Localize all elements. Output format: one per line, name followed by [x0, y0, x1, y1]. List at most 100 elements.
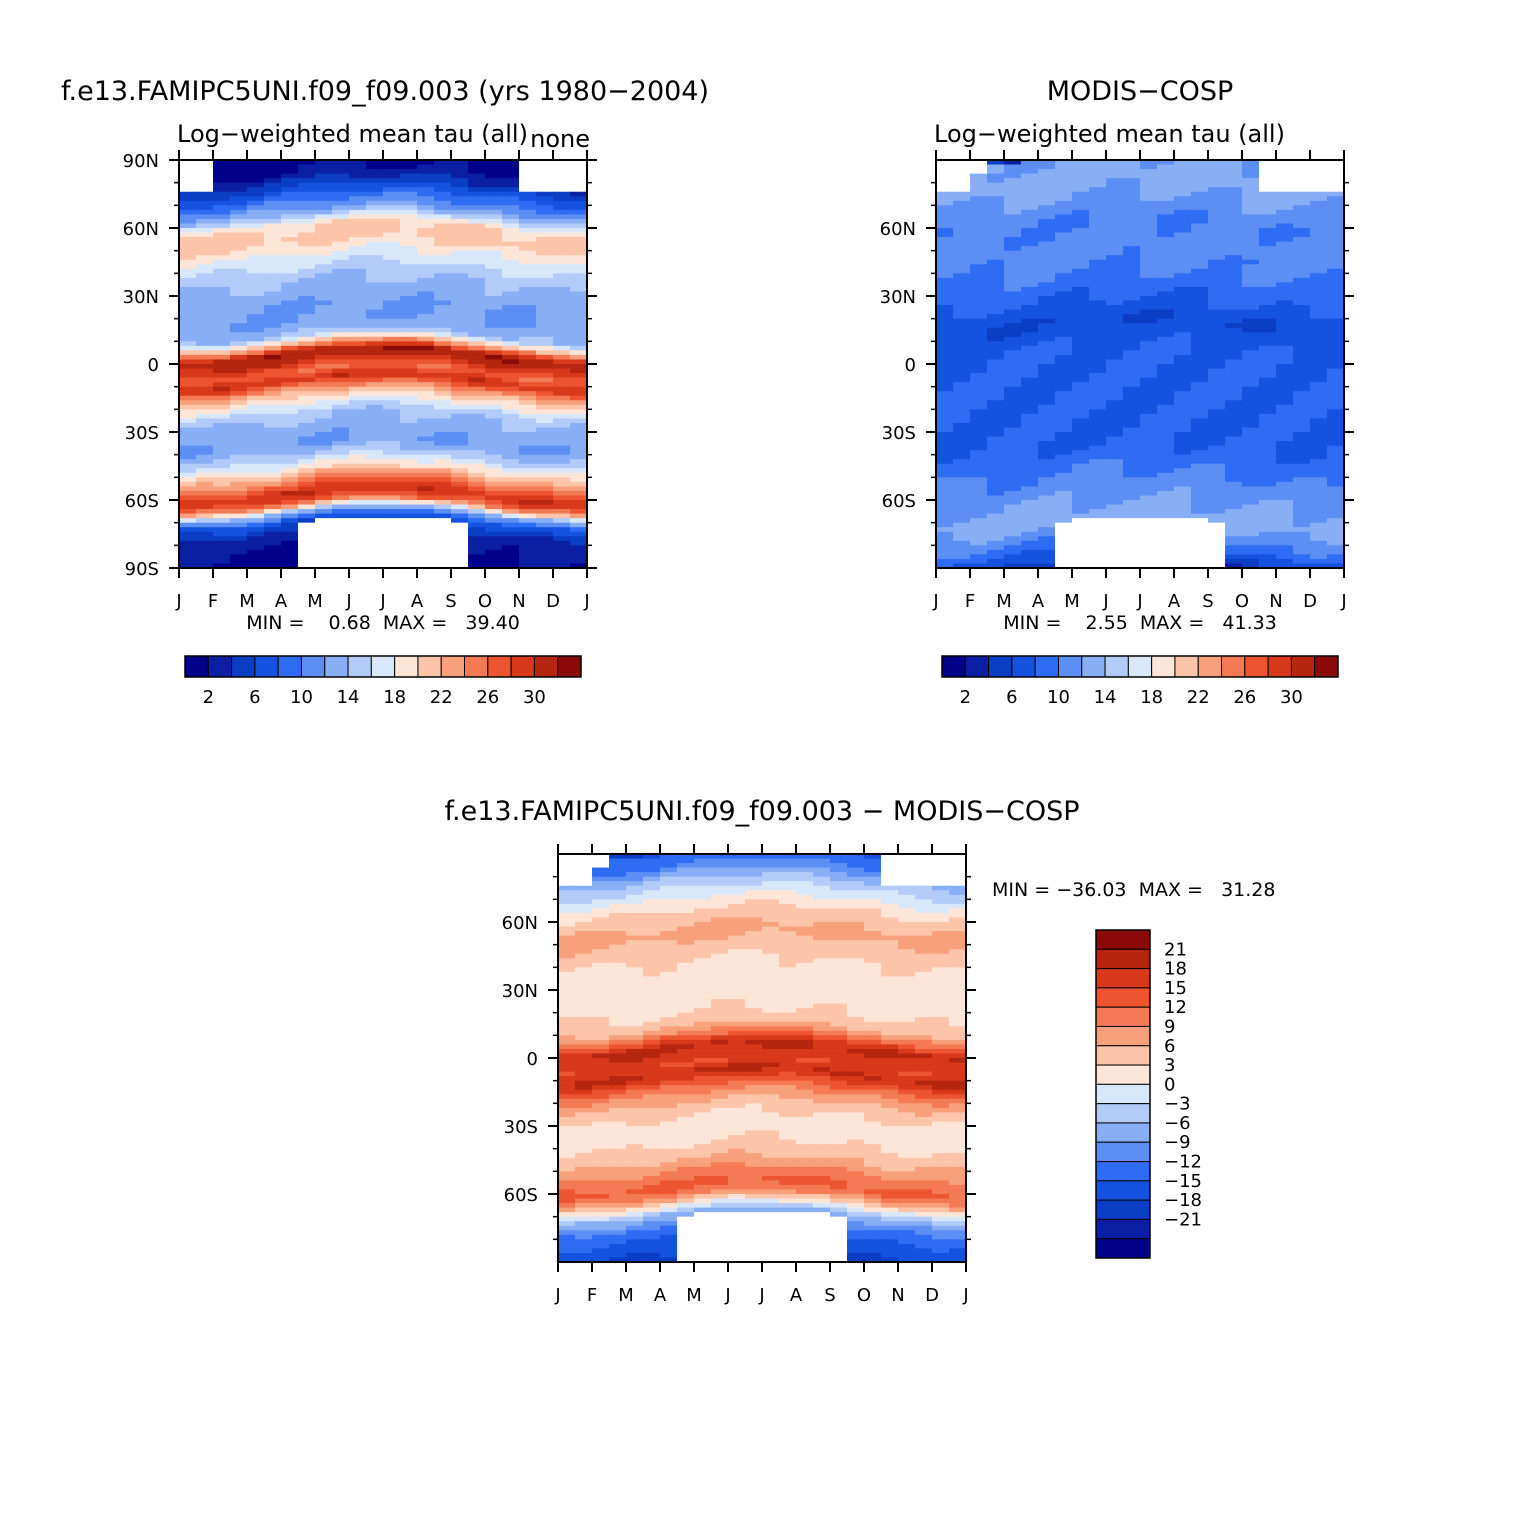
heatmap-cell: [536, 200, 554, 206]
heatmap-cell: [298, 500, 316, 506]
heatmap-cell: [953, 223, 971, 229]
heatmap-cell: [196, 354, 214, 361]
heatmap-cell: [349, 332, 367, 338]
heatmap-cell: [536, 504, 554, 510]
heatmap-cell: [970, 373, 988, 379]
heatmap-cell: [451, 481, 469, 487]
heatmap-cell: [536, 309, 554, 315]
heatmap-cell: [383, 282, 401, 288]
heatmap-cell: [1191, 205, 1209, 211]
heatmap-cell: [383, 527, 401, 533]
heatmap-cell: [1072, 441, 1090, 447]
heatmap-cell: [281, 527, 299, 533]
heatmap-cell: [213, 350, 231, 356]
heatmap-cell: [1208, 200, 1226, 206]
heatmap-cell: [1310, 527, 1328, 533]
heatmap-cell: [1038, 250, 1056, 256]
heatmap-cell: [1123, 232, 1141, 238]
heatmap-cell: [451, 214, 469, 220]
heatmap-cell: [1021, 513, 1039, 519]
heatmap-cell: [1208, 373, 1226, 379]
heatmap-cell: [230, 169, 248, 175]
heatmap-cell: [1004, 259, 1022, 265]
heatmap-cell: [1310, 413, 1328, 419]
heatmap-cell: [213, 241, 231, 247]
heatmap-cell: [936, 214, 954, 220]
heatmap-cell: [1276, 259, 1294, 265]
heatmap-cell: [970, 178, 988, 184]
heatmap-cell: [1174, 191, 1192, 197]
heatmap-cell: [400, 300, 418, 306]
heatmap-cell: [1021, 164, 1039, 170]
heatmap-cell: [1157, 246, 1175, 252]
heatmap-cell: [1004, 418, 1022, 424]
heatmap-cell: [230, 241, 248, 247]
heatmap-cell: [468, 296, 486, 302]
heatmap-cell: [179, 536, 197, 542]
heatmap-cell: [1038, 327, 1056, 333]
heatmap-cell: [953, 391, 971, 397]
heatmap-cell: [1140, 373, 1158, 379]
heatmap-cell: [417, 187, 435, 193]
heatmap-cell: [813, 881, 831, 887]
heatmap-cell: [179, 214, 197, 220]
heatmap-cell: [570, 277, 588, 283]
heatmap-cell: [332, 300, 350, 306]
heatmap-cell: [1174, 305, 1192, 311]
x-tick-label: F: [208, 591, 218, 612]
heatmap-cell: [1157, 182, 1175, 188]
heatmap-cell: [434, 436, 452, 442]
heatmap-cell: [434, 404, 452, 410]
heatmap-cell: [383, 391, 401, 397]
heatmap-cell: [864, 872, 882, 878]
heatmap-cell: [281, 450, 299, 456]
heatmap-cell: [383, 368, 401, 374]
heatmap-cell: [400, 545, 418, 551]
heatmap-cell: [281, 427, 299, 433]
heatmap-cell: [643, 863, 661, 869]
heatmap-cell: [383, 563, 401, 569]
heatmap-cell: [970, 196, 988, 202]
heatmap-cell: [553, 354, 571, 361]
heatmap-cell: [1004, 345, 1022, 351]
heatmap-cell: [609, 935, 627, 941]
heatmap-cell: [1225, 218, 1243, 225]
heatmap-cell: [1259, 305, 1277, 311]
heatmap-cell: [1259, 264, 1277, 270]
heatmap-cell: [1259, 504, 1277, 510]
heatmap-cell: [196, 314, 214, 320]
heatmap-cell: [213, 409, 231, 415]
heatmap-cell: [1259, 531, 1277, 537]
heatmap-cell: [281, 563, 299, 569]
heatmap-cell: [519, 377, 537, 383]
heatmap-cell: [536, 536, 554, 542]
heatmap-cell: [1174, 422, 1192, 429]
heatmap-cell: [1310, 209, 1328, 215]
heatmap-cell: [1310, 327, 1328, 333]
heatmap-cell: [898, 854, 916, 860]
heatmap-cell: [315, 481, 333, 487]
heatmap-cell: [953, 164, 971, 170]
heatmap-cell: [485, 255, 503, 261]
heatmap-cell: [1327, 200, 1345, 206]
heatmap-cell: [349, 232, 367, 238]
heatmap-cell: [553, 441, 571, 447]
heatmap-cell: [1259, 441, 1277, 447]
heatmap-cell: [1140, 522, 1158, 528]
heatmap-cell: [179, 422, 197, 429]
heatmap-cell: [1157, 196, 1175, 202]
heatmap-cell: [1276, 255, 1294, 261]
heatmap-cell: [383, 427, 401, 433]
heatmap-cell: [1089, 291, 1107, 297]
heatmap-cell: [1072, 191, 1090, 197]
x-tick-label: A: [411, 591, 424, 612]
heatmap-cell: [1293, 454, 1311, 460]
heatmap-cell: [1021, 436, 1039, 442]
heatmap-cell: [1225, 164, 1243, 170]
heatmap-cell: [281, 309, 299, 315]
heatmap-cell: [1242, 558, 1260, 565]
heatmap-cell: [1174, 459, 1192, 465]
heatmap-cell: [1310, 368, 1328, 374]
heatmap-cell: [1072, 196, 1090, 202]
heatmap-cell: [1072, 246, 1090, 252]
